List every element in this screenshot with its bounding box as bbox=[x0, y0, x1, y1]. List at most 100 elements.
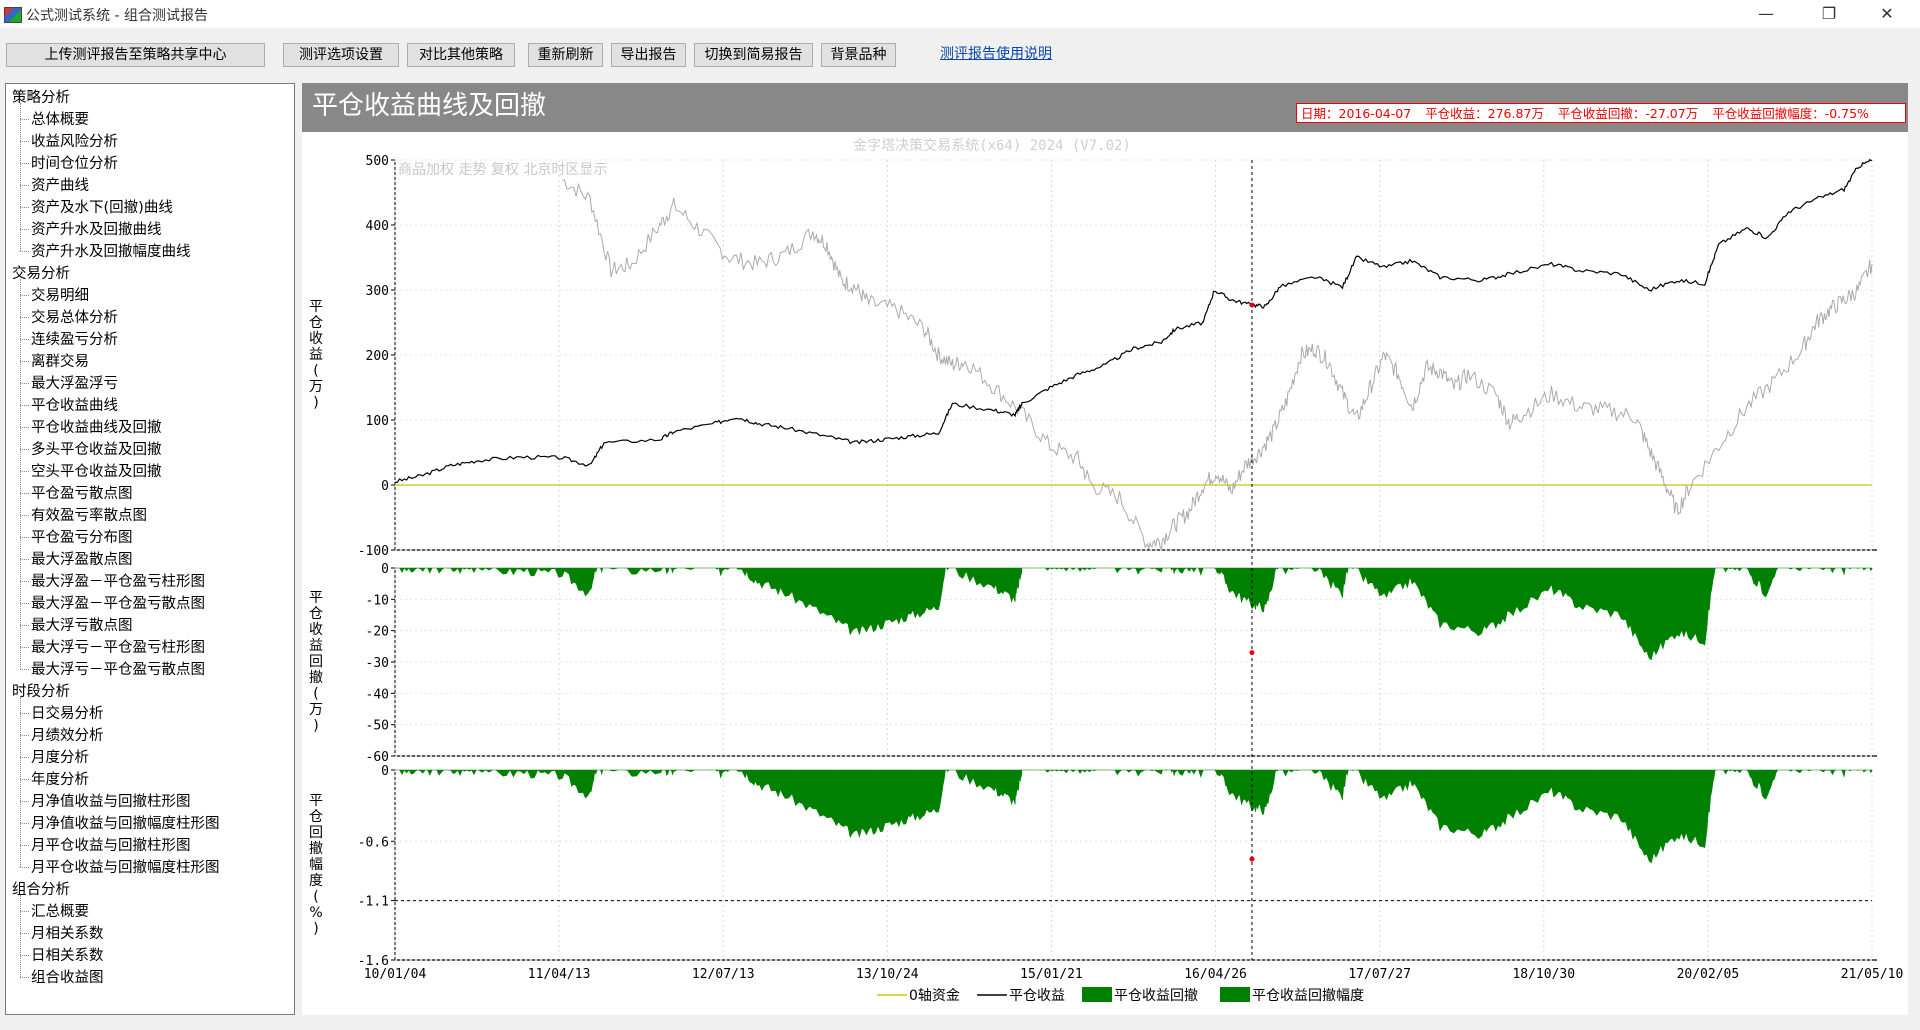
tree-connector bbox=[20, 845, 29, 846]
tree-item[interactable]: 月净值收益与回撤柱形图 bbox=[31, 794, 191, 810]
tree-group-1[interactable]: 交易分析 bbox=[12, 266, 70, 282]
x-tick-label: 10/01/04 bbox=[364, 967, 427, 982]
info-drawdown: 平仓收益回撤：-27.07万 bbox=[1557, 106, 1699, 121]
report-help-link[interactable]: 测评报告使用说明 bbox=[940, 46, 1052, 62]
tree-item[interactable]: 平仓收益曲线及回撤 bbox=[31, 420, 162, 436]
cursor-point bbox=[1249, 650, 1255, 656]
y-tick-label: 0 bbox=[381, 479, 389, 494]
refresh-button[interactable]: 重新刷新 bbox=[528, 43, 603, 67]
tree-item[interactable]: 组合收益图 bbox=[31, 970, 104, 986]
tree-item[interactable]: 总体概要 bbox=[31, 112, 89, 128]
tree-connector bbox=[20, 537, 29, 538]
close-icon[interactable]: ✕ bbox=[1880, 4, 1894, 23]
legend-label: 平仓收益回撤幅度 bbox=[1252, 988, 1364, 1004]
y-tick-label: -10 bbox=[366, 593, 389, 608]
x-tick-label: 20/02/05 bbox=[1677, 967, 1740, 982]
upload-report-button[interactable]: 上传测评报告至策略共享中心 bbox=[6, 43, 265, 67]
y-tick-label: -40 bbox=[366, 687, 389, 702]
tree-item[interactable]: 资产升水及回撤曲线 bbox=[31, 222, 162, 238]
tree-group-3[interactable]: 组合分析 bbox=[12, 882, 70, 898]
y-tick-label: -60 bbox=[366, 750, 389, 765]
tree-item[interactable]: 离群交易 bbox=[31, 354, 89, 370]
tree-item[interactable]: 最大浮盈－平仓盈亏柱形图 bbox=[31, 574, 205, 590]
tree-item[interactable]: 年度分析 bbox=[31, 772, 89, 788]
tree-item[interactable]: 月相关系数 bbox=[31, 926, 104, 942]
panel-ylabel-char: 平 bbox=[309, 299, 323, 315]
info-profit: 平仓收益：276.87万 bbox=[1425, 106, 1544, 121]
tree-group-2[interactable]: 时段分析 bbox=[12, 684, 70, 700]
tree-item[interactable]: 资产升水及回撤幅度曲线 bbox=[31, 244, 191, 260]
profit-line bbox=[394, 158, 1873, 483]
tree-connector bbox=[20, 757, 29, 758]
tree-item[interactable]: 交易总体分析 bbox=[31, 310, 118, 326]
tree-item[interactable]: 空头平仓收益及回撤 bbox=[31, 464, 162, 480]
restore-icon[interactable]: ❐ bbox=[1821, 4, 1837, 23]
tree-item[interactable]: 月度分析 bbox=[31, 750, 89, 766]
panel-ylabel-char: 万 bbox=[309, 702, 323, 718]
minimize-icon[interactable]: — bbox=[1758, 4, 1774, 23]
tree-item[interactable]: 日交易分析 bbox=[31, 706, 104, 722]
tree-item[interactable]: 连续盈亏分析 bbox=[31, 332, 118, 348]
tree-item[interactable]: 日相关系数 bbox=[31, 948, 104, 964]
tree-item[interactable]: 交易明细 bbox=[31, 288, 89, 304]
tree-item[interactable]: 最大浮亏－平仓盈亏柱形图 bbox=[31, 640, 205, 656]
legend-swatch bbox=[1082, 987, 1112, 1002]
tree-connector bbox=[20, 471, 29, 472]
tree-item[interactable]: 收益风险分析 bbox=[31, 134, 118, 150]
tree-item[interactable]: 最大浮盈散点图 bbox=[31, 552, 133, 568]
tree-connector bbox=[20, 185, 29, 186]
tree-item[interactable]: 最大浮盈－平仓盈亏散点图 bbox=[31, 596, 205, 612]
tree-connector bbox=[20, 339, 29, 340]
x-tick-label: 21/05/10 bbox=[1841, 967, 1904, 982]
tree-item[interactable]: 时间仓位分析 bbox=[31, 156, 118, 172]
watermark-text: 金字塔决策交易系统(x64) 2024 (V7.02) bbox=[853, 137, 1131, 154]
panel-ylabel-char: 益 bbox=[309, 638, 323, 654]
tree-item[interactable]: 多头平仓收益及回撤 bbox=[31, 442, 162, 458]
tree-item[interactable]: 月绩效分析 bbox=[31, 728, 104, 744]
tree-connector bbox=[20, 427, 29, 428]
panel-ylabel-char: 幅 bbox=[309, 857, 323, 873]
x-tick-label: 11/04/13 bbox=[528, 967, 591, 982]
compare-strategies-button[interactable]: 对比其他策略 bbox=[407, 43, 515, 67]
tree-item[interactable]: 月净值收益与回撤幅度柱形图 bbox=[31, 816, 220, 832]
tree-item[interactable]: 平仓盈亏分布图 bbox=[31, 530, 133, 546]
tree-item[interactable]: 最大浮盈浮亏 bbox=[31, 376, 118, 392]
tree-item[interactable]: 资产及水下(回撤)曲线 bbox=[31, 200, 173, 216]
profit-drawdown-chart[interactable]: 金字塔决策交易系统(x64) 2024 (V7.02) 商品加权 走势 复权 北京… bbox=[302, 132, 1908, 1012]
drawdown-pct-area bbox=[395, 769, 1873, 864]
panel-ylabel-char: ( bbox=[313, 686, 318, 702]
navigation-tree[interactable]: 策略分析 总体概要 收益风险分析 时间仓位分析 资产曲线 资产及水下(回撤)曲线 资产升水及… bbox=[5, 83, 295, 1015]
background-symbol-button[interactable]: 背景品种 bbox=[821, 43, 896, 67]
tree-item[interactable]: 资产曲线 bbox=[31, 178, 89, 194]
panel-ylabel-char: 度 bbox=[309, 873, 323, 889]
tree-connector bbox=[20, 515, 29, 516]
tree-item[interactable]: 平仓收益曲线 bbox=[31, 398, 118, 414]
tree-item[interactable]: 有效盈亏率散点图 bbox=[31, 508, 147, 524]
tree-item[interactable]: 最大浮亏散点图 bbox=[31, 618, 133, 634]
tree-item[interactable]: 最大浮亏－平仓盈亏散点图 bbox=[31, 662, 205, 678]
panel-ylabel-char: 仓 bbox=[309, 809, 323, 825]
tree-item[interactable]: 平仓盈亏散点图 bbox=[31, 486, 133, 502]
test-options-button[interactable]: 测评选项设置 bbox=[283, 43, 399, 67]
tree-connector bbox=[20, 559, 29, 560]
y-tick-label: -100 bbox=[358, 544, 389, 559]
y-tick-label: -1.6 bbox=[358, 954, 389, 969]
panel-ylabel-char: ( bbox=[313, 363, 318, 379]
y-tick-label: 400 bbox=[366, 219, 389, 234]
panel-ylabel-char: 万 bbox=[309, 379, 323, 395]
tree-connector bbox=[20, 801, 29, 802]
tree-item[interactable]: 汇总概要 bbox=[31, 904, 89, 920]
info-date: 日期：2016-04-07 bbox=[1301, 106, 1412, 121]
y-tick-label: 0 bbox=[381, 764, 389, 779]
tree-item[interactable]: 月平仓收益与回撤柱形图 bbox=[31, 838, 191, 854]
tree-connector bbox=[20, 735, 29, 736]
toolbar: 上传测评报告至策略共享中心 测评选项设置 对比其他策略 重新刷新 导出报告 切换… bbox=[0, 28, 1920, 74]
panel-ylabel-char: 平 bbox=[309, 590, 323, 606]
switch-simple-report-button[interactable]: 切换到简易报告 bbox=[694, 43, 813, 67]
export-report-button[interactable]: 导出报告 bbox=[611, 43, 686, 67]
panel-ylabel-char: ) bbox=[313, 921, 318, 937]
panel-ylabel-char: 益 bbox=[309, 347, 323, 363]
tree-item[interactable]: 月平仓收益与回撤幅度柱形图 bbox=[31, 860, 220, 876]
y-tick-label: 0 bbox=[381, 562, 389, 577]
tree-group-0[interactable]: 策略分析 bbox=[12, 90, 70, 106]
